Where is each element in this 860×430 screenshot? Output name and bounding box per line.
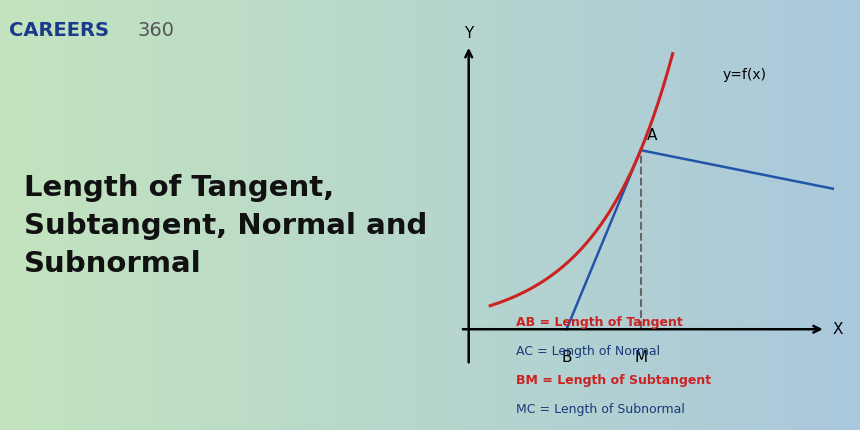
- Text: Length of Tangent,
Subtangent, Normal and
Subnormal: Length of Tangent, Subtangent, Normal an…: [24, 174, 427, 278]
- Text: M: M: [634, 350, 648, 365]
- Text: A: A: [647, 128, 658, 143]
- Text: Y: Y: [464, 25, 473, 40]
- Text: B: B: [562, 350, 572, 365]
- Text: 360: 360: [138, 21, 175, 40]
- Text: MC = Length of Subnormal: MC = Length of Subnormal: [516, 403, 685, 416]
- Text: AC = Length of Normal: AC = Length of Normal: [516, 345, 660, 358]
- Text: y=f(x): y=f(x): [722, 68, 766, 82]
- Text: X: X: [832, 322, 843, 337]
- Text: CAREERS: CAREERS: [9, 21, 108, 40]
- Text: AB = Length of Tangent: AB = Length of Tangent: [516, 316, 683, 329]
- Text: BM = Length of Subtangent: BM = Length of Subtangent: [516, 374, 711, 387]
